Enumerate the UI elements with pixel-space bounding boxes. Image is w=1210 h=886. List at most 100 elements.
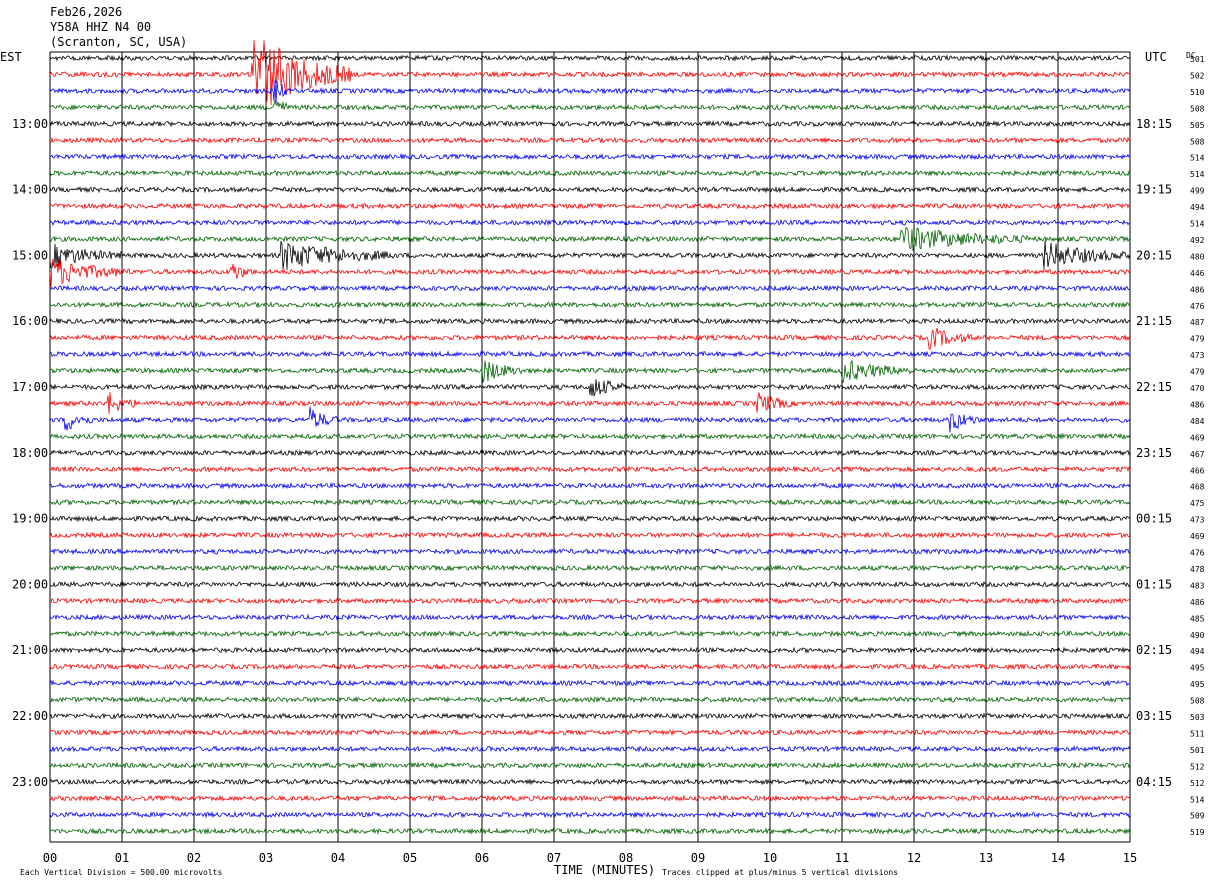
trace-row [49, 432, 1131, 441]
left-hour-label: 21:00 [12, 643, 48, 657]
trace-row [49, 328, 1131, 351]
dc-offset-value: 509 [1190, 812, 1205, 821]
dc-offset-value: 503 [1190, 713, 1205, 722]
dc-offset-value: 490 [1190, 631, 1205, 640]
trace-row [49, 317, 1131, 325]
trace-row [49, 712, 1131, 720]
trace-row [49, 218, 1131, 227]
trace-row [49, 406, 1131, 433]
trace-row [49, 531, 1131, 539]
dc-offset-value: 510 [1190, 88, 1205, 97]
dc-offset-value: 479 [1190, 368, 1205, 377]
dc-offset-value: 514 [1190, 220, 1205, 229]
right-timezone-label: UTC [1145, 50, 1167, 64]
dc-offset-value: 508 [1190, 104, 1205, 113]
dc-offset-value: 479 [1190, 335, 1205, 344]
dc-offset-value: 492 [1190, 236, 1205, 245]
trace-row [49, 79, 1131, 104]
dc-offset-value: 519 [1190, 828, 1205, 837]
trace-row [49, 761, 1131, 770]
trace-row [49, 392, 1131, 414]
trace-row [49, 257, 1131, 288]
trace-row [49, 350, 1131, 358]
trace-row [49, 810, 1131, 819]
dc-offset-value: 473 [1190, 516, 1205, 525]
dc-offset-value: 494 [1190, 203, 1205, 212]
x-tick-label: 06 [475, 851, 489, 865]
x-tick-label: 04 [331, 851, 345, 865]
left-hour-label: 19:00 [12, 512, 48, 526]
trace-row [49, 695, 1131, 704]
left-hour-label: 16:00 [12, 314, 48, 328]
dc-offset-value: 508 [1190, 137, 1205, 146]
right-hour-label: 00:15 [1136, 512, 1172, 526]
x-tick-label: 03 [259, 851, 273, 865]
trace-row [49, 794, 1131, 802]
dc-offset-value: 466 [1190, 466, 1205, 475]
left-hour-labels: 13:00 14:00 15:00 16:00 17:00 18:00 19:00 20:00… [12, 117, 48, 789]
dc-column-label: DC [1186, 51, 1196, 60]
right-hour-label: 21:15 [1136, 314, 1172, 328]
dc-offset-value: 499 [1190, 187, 1205, 196]
dc-offset-value: 514 [1190, 795, 1205, 804]
trace-row [49, 481, 1131, 490]
dc-offset-labels: 501 502 510 508 505 508 514 514 499 494 514 492 480 4… [1190, 55, 1205, 837]
trace-row [49, 120, 1131, 128]
dc-offset-value: 486 [1190, 285, 1205, 294]
trace-row [49, 284, 1131, 293]
x-tick-label: 09 [691, 851, 705, 865]
dc-offset-value: 514 [1190, 154, 1205, 163]
x-tick-label: 02 [187, 851, 201, 865]
trace-row [49, 40, 1131, 106]
right-hour-label: 23:15 [1136, 446, 1172, 460]
x-tick-label: 07 [547, 851, 561, 865]
dc-offset-value: 483 [1190, 581, 1205, 590]
x-tick-label: 10 [763, 851, 777, 865]
trace-row [49, 728, 1131, 737]
trace-row [49, 240, 1131, 270]
dc-offset-value: 476 [1190, 302, 1205, 311]
trace-row [49, 827, 1131, 835]
x-tick-label: 12 [907, 851, 921, 865]
trace-row [49, 597, 1131, 605]
trace-row [49, 449, 1131, 457]
trace-row [49, 564, 1131, 572]
left-hour-label: 23:00 [12, 775, 48, 789]
trace-row [49, 613, 1131, 621]
trace-row [49, 152, 1130, 161]
left-hour-label: 14:00 [12, 183, 48, 197]
dc-offset-value: 495 [1190, 680, 1205, 689]
trace-row [49, 778, 1131, 786]
x-tick-label: 11 [835, 851, 849, 865]
scale-note: Each Vertical Division = 500.00 microvol… [20, 868, 222, 877]
right-hour-label: 04:15 [1136, 775, 1172, 789]
right-hour-label: 01:15 [1136, 577, 1172, 591]
dc-offset-value: 486 [1190, 400, 1205, 409]
dc-offset-value: 469 [1190, 532, 1205, 541]
trace-row [49, 301, 1131, 309]
trace-row [49, 745, 1131, 753]
dc-offset-value: 476 [1190, 549, 1205, 558]
dc-offset-value: 446 [1190, 269, 1205, 278]
dc-offset-value: 494 [1190, 647, 1205, 656]
dc-offset-value: 502 [1190, 71, 1205, 80]
x-tick-label: 15 [1123, 851, 1137, 865]
header-location: (Scranton, SC, USA) [50, 35, 187, 49]
trace-row [49, 226, 1131, 251]
dc-offset-value: 485 [1190, 614, 1205, 623]
dc-offset-value: 514 [1190, 170, 1205, 179]
x-tick-label: 00 [43, 851, 57, 865]
dc-offset-value: 468 [1190, 483, 1205, 492]
trace-row [49, 646, 1131, 654]
dc-offset-value: 486 [1190, 598, 1205, 607]
x-tick-label: 05 [403, 851, 417, 865]
dc-offset-value: 480 [1190, 252, 1205, 261]
dc-offset-value: 501 [1190, 746, 1205, 755]
left-hour-label: 17:00 [12, 380, 48, 394]
dc-offset-value: 475 [1190, 499, 1205, 508]
dc-offset-value: 478 [1190, 565, 1205, 574]
left-hour-label: 13:00 [12, 117, 48, 131]
x-tick-label: 13 [979, 851, 993, 865]
